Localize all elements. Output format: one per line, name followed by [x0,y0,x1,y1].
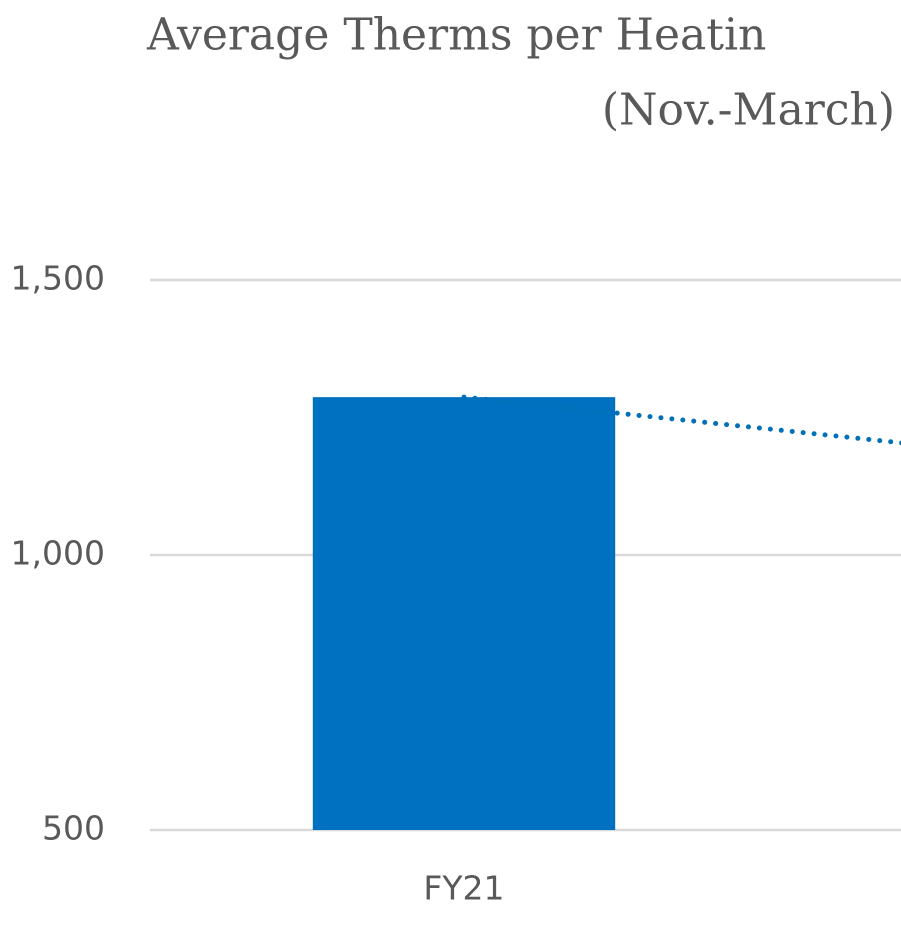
chart-title: Average Therms per Heatin [146,10,766,61]
y-tick-label: 500 [42,809,105,848]
y-tick-label: 1,000 [11,534,105,573]
x-tick-label: FY21 [423,869,504,908]
bar [312,397,616,830]
chart-title: (Nov.-March) [602,85,895,136]
trendline [461,394,901,446]
y-tick-label: 1,500 [11,259,105,298]
